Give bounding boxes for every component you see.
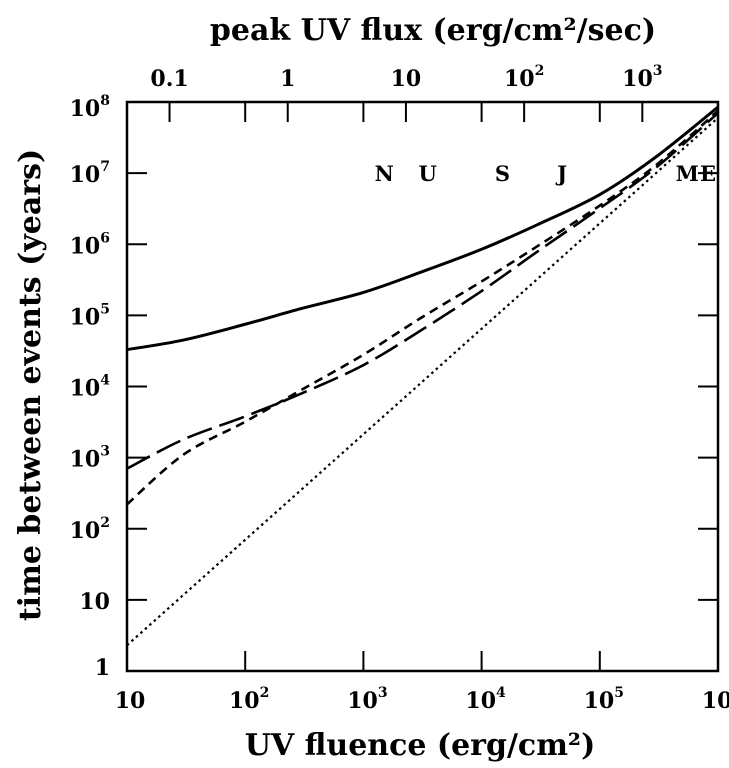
top-tick-label: 103 xyxy=(622,63,662,92)
annotation-u: U xyxy=(419,161,437,186)
x-axis-title: UV fluence (erg/cm²) xyxy=(245,728,596,763)
series-line-solid xyxy=(126,105,719,352)
y-tick-label: 106 xyxy=(70,230,110,259)
x-tick-group: 10 102 103 104 105 106 xyxy=(115,102,729,714)
y-tick-label: 10 xyxy=(79,589,110,615)
annotation-s: S xyxy=(495,161,510,186)
x-tick-label: 104 xyxy=(465,685,506,714)
x-tick-label: 105 xyxy=(584,685,624,714)
annotation-j: J xyxy=(555,161,567,186)
y-tick-label: 107 xyxy=(70,159,110,188)
series-line-dotted xyxy=(126,116,719,647)
y-tick-label: 1 xyxy=(95,655,110,681)
annotation-n: N xyxy=(375,161,394,186)
y-tick-label: 103 xyxy=(70,444,110,473)
series-group xyxy=(126,105,719,647)
x-tick-label: 103 xyxy=(347,685,387,714)
y-tick-label: 108 xyxy=(70,93,110,122)
top-tick-group: 0.1 1 10 102 103 xyxy=(150,63,663,122)
series-line-short-dash xyxy=(126,109,719,506)
x-tick-label: 102 xyxy=(229,685,269,714)
top-axis-title: peak UV flux (erg/cm²/sec) xyxy=(210,13,656,48)
top-tick-label: 10 xyxy=(391,66,422,92)
y-tick-label: 105 xyxy=(70,301,110,330)
y-tick-label: 102 xyxy=(70,515,110,544)
y-axis-title: time between events (years) xyxy=(13,149,48,621)
top-tick-label: 102 xyxy=(504,63,544,92)
annotation-e: E xyxy=(700,161,716,186)
y-tick-group: 1 10 102 103 104 105 106 107 108 xyxy=(70,93,718,681)
top-tick-label: 0.1 xyxy=(150,66,188,92)
series-line-long-dash xyxy=(126,112,719,470)
y-tick-label: 104 xyxy=(70,373,111,402)
top-tick-label: 1 xyxy=(280,66,295,92)
annotation-m: M xyxy=(676,161,699,186)
x-tick-label: 10 xyxy=(115,688,146,714)
x-tick-label: 106 xyxy=(702,685,729,714)
